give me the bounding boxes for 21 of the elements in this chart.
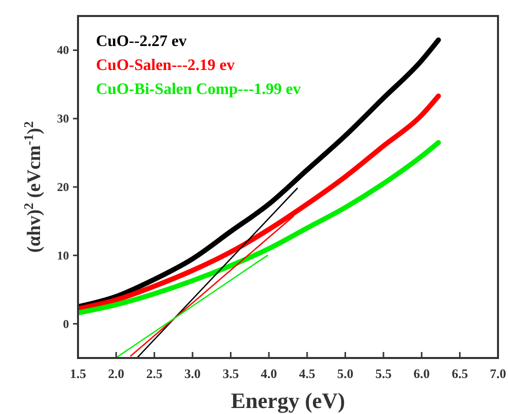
text: CuO-Bi-Salen Comp---1.99 ev: [96, 81, 301, 98]
y-tick-label: 40: [57, 43, 69, 58]
y-tick-label: 20: [57, 180, 69, 194]
x-tick-label: 5.0: [337, 366, 354, 381]
x-tick-label: 4.0: [260, 366, 278, 381]
y-tick-label: 10: [57, 248, 69, 262]
y-tick-label: 30: [57, 112, 69, 126]
text: CuO-Salen---2.19 ev: [96, 57, 235, 74]
text: CuO--2.27 ev: [96, 33, 187, 50]
x-tick-label: 7.0: [490, 366, 506, 381]
x-tick-label: 5.5: [375, 366, 392, 381]
x-tick-label: 3.5: [222, 366, 240, 381]
x-tick-label: 1.5: [70, 366, 87, 381]
x-tick-label: 6.5: [452, 366, 468, 381]
x-axis-title: Energy (eV): [230, 388, 346, 413]
x-tick-label: 2.5: [146, 366, 163, 381]
x-tick-label: 6.0: [414, 366, 430, 381]
y-tick-label: 0: [63, 316, 69, 331]
x-tick-label: 4.5: [298, 366, 316, 381]
x-tick-label: 3.0: [184, 366, 201, 381]
x-tick-label: 2.0: [108, 366, 124, 381]
